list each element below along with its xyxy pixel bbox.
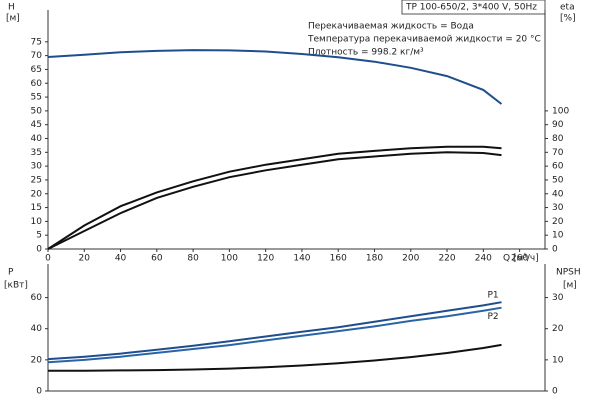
- y2-unit: [%]: [560, 14, 576, 24]
- series-line: [47, 151, 502, 250]
- series-label: P1: [487, 291, 498, 301]
- x-tick-label: 100: [221, 254, 238, 264]
- y2-tick-label: 90: [552, 120, 564, 130]
- y2-tick-label: 40: [552, 189, 564, 199]
- series-line: [47, 49, 503, 105]
- y-tick-label: 25: [31, 175, 42, 185]
- y2-tick-label: 20: [552, 324, 564, 334]
- y-tick-label: 65: [31, 65, 42, 75]
- y-tick-label: 5: [36, 231, 42, 241]
- x-label: Q [м³/ч]: [503, 254, 539, 264]
- y-tick-label: 55: [31, 93, 42, 103]
- x-tick-label: 180: [366, 254, 383, 264]
- y2-label: NPSH: [556, 268, 581, 278]
- y-label: P: [8, 268, 14, 278]
- x-tick-label: 80: [187, 254, 199, 264]
- x-tick-label: 200: [402, 254, 419, 264]
- series-line: [48, 343, 502, 372]
- y2-tick-label: 0: [552, 387, 558, 397]
- y-tick-label: 20: [31, 355, 43, 365]
- annotation: Перекачиваемая жидкость = Вода: [308, 22, 474, 32]
- annotation: Плотность = 998.2 кг/м³: [308, 48, 424, 58]
- y2-tick-label: 10: [552, 355, 564, 365]
- y2-label: eta: [560, 3, 575, 13]
- y-tick-label: 70: [31, 51, 43, 61]
- y2-tick-label: 0: [552, 245, 558, 255]
- y-tick-label: 35: [31, 148, 42, 158]
- series-line: [47, 145, 502, 250]
- y2-tick-label: 80: [552, 134, 564, 144]
- annotation: Температура перекачиваемой жидкости = 20…: [307, 35, 541, 45]
- y-tick-label: 40: [31, 324, 43, 334]
- y2-tick-label: 10: [552, 231, 564, 241]
- y-tick-label: 60: [31, 293, 43, 303]
- y-unit: [кВт]: [4, 281, 28, 291]
- x-tick-label: 240: [475, 254, 492, 264]
- x-tick-label: 20: [79, 254, 91, 264]
- x-tick-label: 140: [293, 254, 310, 264]
- x-tick-label: 160: [330, 254, 347, 264]
- series-label: P2: [487, 312, 498, 322]
- y2-tick-label: 100: [552, 106, 569, 116]
- x-tick-label: 220: [438, 254, 455, 264]
- y-unit: [м]: [6, 14, 20, 24]
- x-tick-label: 60: [151, 254, 163, 264]
- y2-tick-label: 30: [552, 293, 564, 303]
- title-box: [401, 0, 546, 15]
- x-tick-label: 260: [511, 254, 528, 264]
- y-tick-label: 50: [31, 106, 43, 116]
- y-tick-label: 60: [31, 79, 43, 89]
- y2-tick-label: 60: [552, 162, 564, 172]
- x-tick-label: 120: [257, 254, 274, 264]
- y-tick-label: 15: [31, 203, 42, 213]
- x-tick-label: 40: [115, 254, 127, 264]
- y2-unit: [м]: [563, 281, 577, 291]
- y-tick-label: 0: [36, 387, 42, 397]
- chart-title: TP 100-650/2, 3*400 V, 50Hz: [405, 3, 537, 13]
- y-tick-label: 0: [36, 245, 42, 255]
- series-line: [47, 306, 502, 364]
- y2-tick-label: 70: [552, 148, 564, 158]
- y2-tick-label: 50: [552, 175, 564, 185]
- y2-tick-label: 20: [552, 217, 564, 227]
- y-tick-label: 40: [31, 134, 43, 144]
- series-line: [47, 301, 502, 361]
- y-label: H: [8, 3, 15, 13]
- y-tick-label: 45: [31, 120, 42, 130]
- y-tick-label: 20: [31, 189, 43, 199]
- y-tick-label: 75: [31, 37, 42, 47]
- x-tick-label: 0: [45, 254, 51, 264]
- y-tick-label: 10: [31, 217, 43, 227]
- y-tick-label: 30: [31, 162, 43, 172]
- y2-tick-label: 30: [552, 203, 564, 213]
